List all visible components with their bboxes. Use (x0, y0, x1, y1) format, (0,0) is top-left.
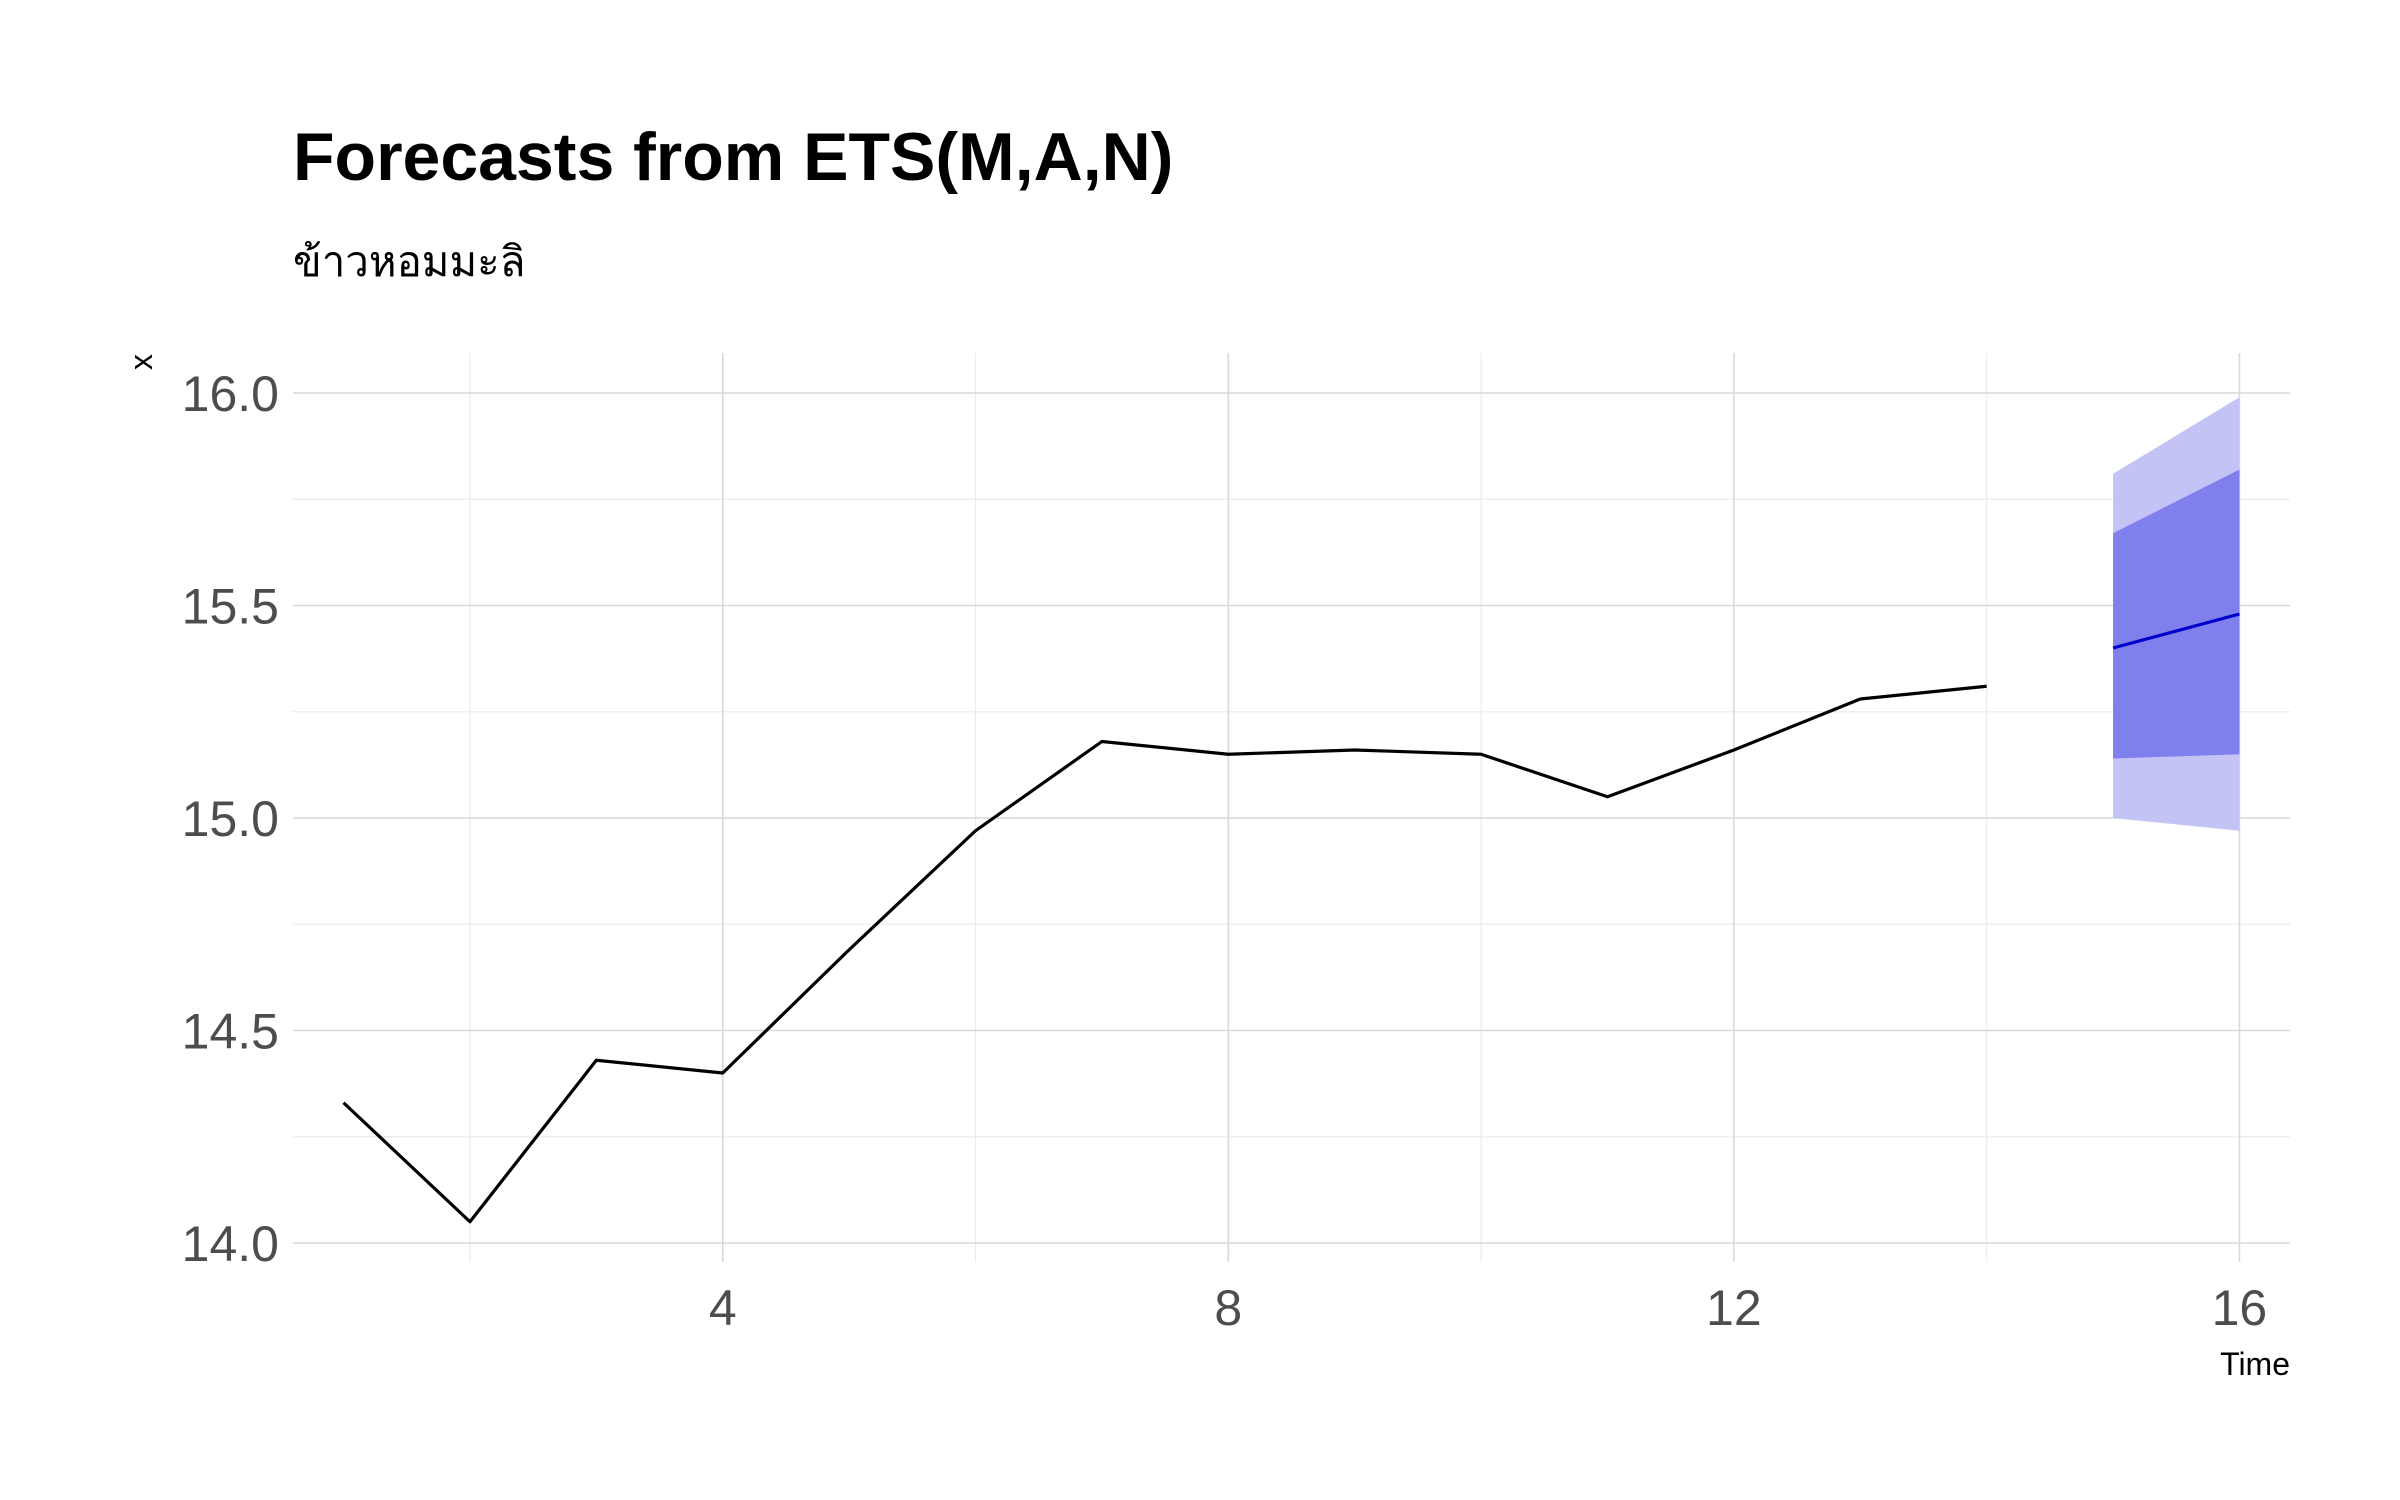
y-axis-ticks: 14.0 14.5 15.0 15.5 16.0 (182, 366, 279, 1272)
x-tick-label: 12 (1706, 1280, 1762, 1336)
prediction-interval-80 (2113, 469, 2240, 759)
forecast-mean-line (2112, 612, 2240, 650)
y-tick-label: 15.5 (182, 579, 279, 635)
chart-title: Forecasts from ETS(M,A,N) (293, 119, 1173, 195)
y-axis-title: x (123, 354, 159, 370)
y-tick-label: 14.5 (182, 1004, 279, 1060)
chart-subtitle: ข้าวหอมมะลิ (293, 237, 525, 286)
x-tick-label: 4 (709, 1280, 737, 1336)
y-tick-label: 15.0 (182, 791, 279, 847)
interval-80-band (2113, 469, 2240, 759)
forecast-series (2112, 612, 2240, 650)
observed-line (342, 684, 1987, 1224)
y-tick-label: 14.0 (182, 1216, 279, 1272)
x-axis-ticks: 4 8 12 16 (709, 1280, 2267, 1336)
gridlines (293, 353, 2290, 1262)
y-tick-label: 16.0 (182, 366, 279, 422)
x-tick-label: 16 (2212, 1280, 2268, 1336)
x-axis-title: Time (2220, 1346, 2290, 1382)
x-tick-label: 8 (1214, 1280, 1242, 1336)
observed-series (342, 684, 1987, 1224)
